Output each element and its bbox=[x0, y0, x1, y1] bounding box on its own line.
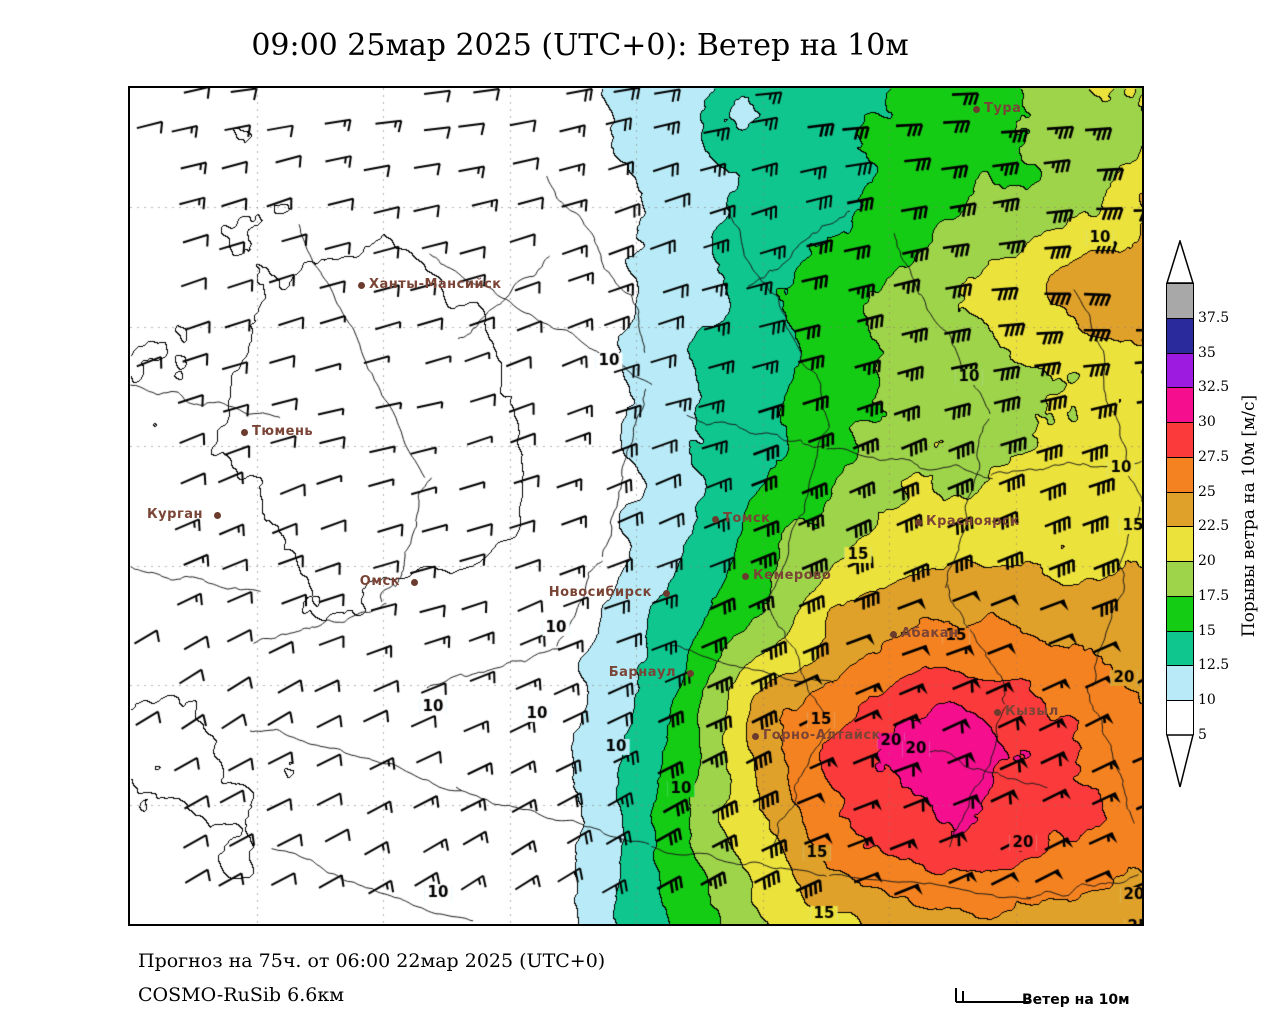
wind-barb-legend-icon bbox=[955, 988, 1030, 1003]
colorbar: 37.5 35 32.5 30 27.5 25 22.5 20 17.5 15 12.5 10 5 bbox=[1166, 240, 1229, 792]
colorbar-band bbox=[1167, 457, 1193, 493]
colorbar-tick-label: 17.5 bbox=[1198, 587, 1230, 604]
colorbar-bands bbox=[1166, 283, 1194, 736]
colorbar-band bbox=[1167, 701, 1193, 736]
colorbar-band bbox=[1167, 423, 1193, 458]
model-info: COSMO-RuSib 6.6км bbox=[138, 984, 344, 1006]
colorbar-tick-label: 37.5 bbox=[1198, 309, 1230, 326]
colorbar-band bbox=[1167, 318, 1193, 354]
colorbar-band bbox=[1167, 284, 1193, 319]
colorbar-tick-label: 35 bbox=[1198, 344, 1216, 361]
wind-barb-legend-label: Ветер на 10м bbox=[1022, 992, 1130, 1008]
weather-map[interactable]: Ханты-Мансийск Тюмень Курган Омск Новосибирс… bbox=[128, 86, 1144, 926]
colorbar-top-arrow bbox=[1166, 240, 1194, 284]
page-title: 09:00 25мар 2025 (UTC+0): Ветер на 10м bbox=[251, 28, 909, 63]
colorbar-band bbox=[1167, 527, 1193, 563]
colorbar-title: Порывы ветра на 10м [м/с] bbox=[1232, 240, 1266, 792]
colorbar-tick-label: 30 bbox=[1198, 414, 1216, 431]
colorbar-band bbox=[1167, 353, 1193, 389]
colorbar-tick-label: 22.5 bbox=[1198, 518, 1230, 535]
colorbar-tick-label: 5 bbox=[1198, 727, 1207, 743]
colorbar-tick-label: 32.5 bbox=[1198, 379, 1230, 396]
colorbar-bottom-arrow bbox=[1166, 734, 1194, 788]
colorbar-tick-label: 25 bbox=[1198, 483, 1216, 500]
colorbar-tick-label: 12.5 bbox=[1198, 657, 1230, 674]
colorbar-tick-label: 15 bbox=[1198, 622, 1216, 639]
colorbar-tick-label: 20 bbox=[1198, 553, 1216, 570]
colorbar-band bbox=[1167, 631, 1193, 667]
map-field-canvas bbox=[130, 88, 1142, 924]
forecast-info: Прогноз на 75ч. от 06:00 22мар 2025 (UTC… bbox=[138, 950, 606, 972]
colorbar-band bbox=[1167, 666, 1193, 702]
colorbar-band bbox=[1167, 388, 1193, 424]
colorbar-band bbox=[1167, 562, 1193, 597]
colorbar-band bbox=[1167, 596, 1193, 632]
colorbar-tick-label: 27.5 bbox=[1198, 448, 1230, 465]
colorbar-title-text: Порывы ветра на 10м [м/с] bbox=[1239, 394, 1259, 638]
colorbar-tick-label: 10 bbox=[1198, 692, 1216, 709]
colorbar-band bbox=[1167, 492, 1193, 528]
